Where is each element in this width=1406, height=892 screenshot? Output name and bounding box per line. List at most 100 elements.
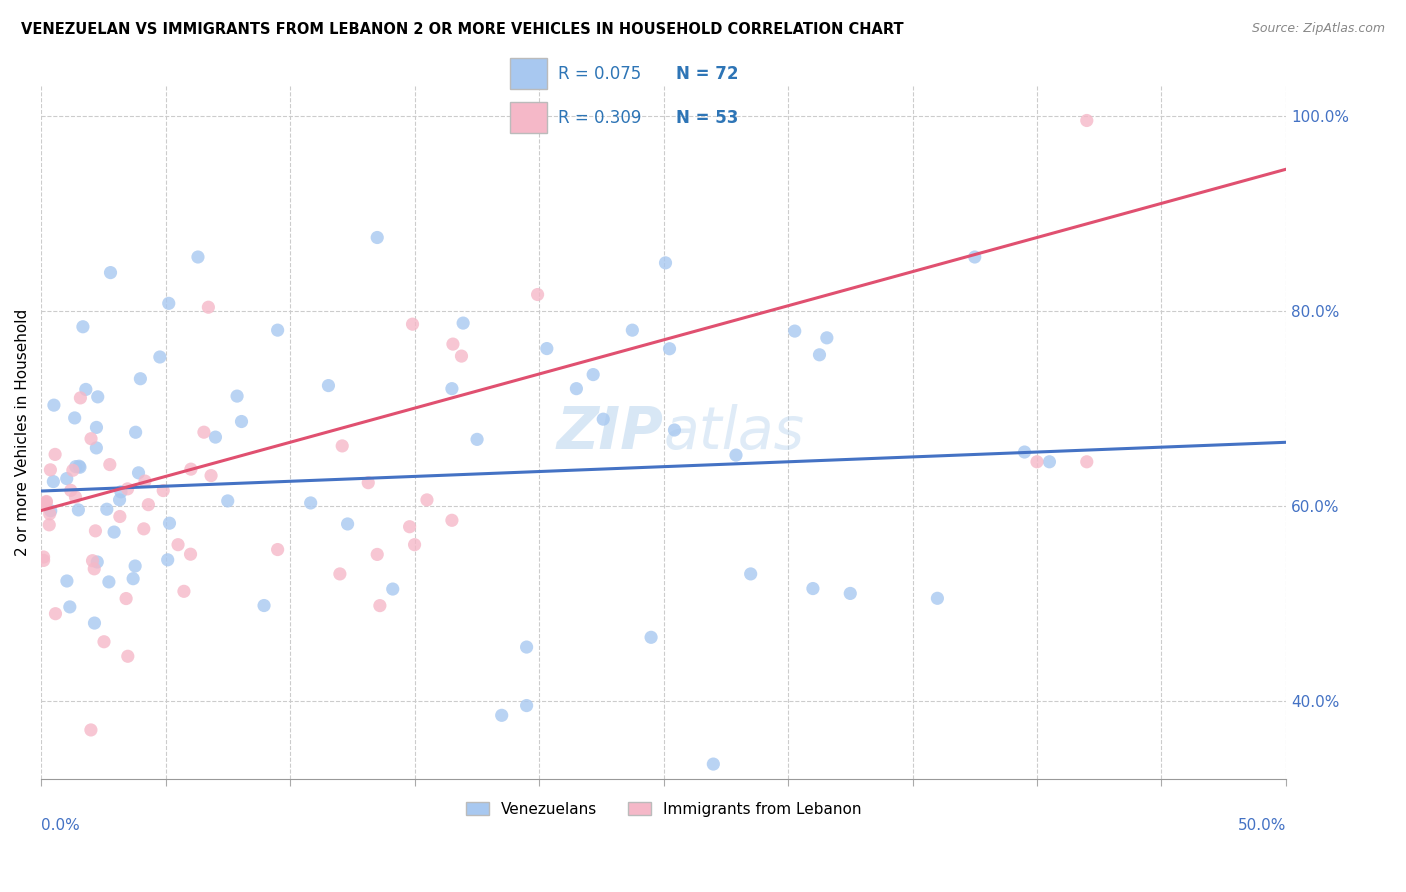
Point (416, 492, 439, 507)
Point (86, 441, 108, 455)
Point (129, 372, 152, 386)
Point (39, 463, 62, 477)
Point (801, 582, 824, 596)
Point (69, 391, 91, 405)
Point (117, 482, 139, 496)
Point (108, 492, 131, 507)
Point (839, 586, 862, 600)
Point (1014, 445, 1036, 459)
Y-axis label: 2 or more Vehicles in Household: 2 or more Vehicles in Household (15, 309, 30, 556)
Legend: Venezuelans, Immigrants from Lebanon: Venezuelans, Immigrants from Lebanon (460, 796, 868, 823)
Point (621, 323, 644, 337)
Point (67, 459, 90, 474)
Point (75, 383, 97, 397)
Point (266, 542, 288, 557)
Point (441, 337, 464, 351)
Point (128, 466, 150, 480)
Point (110, 484, 132, 499)
Text: 50.0%: 50.0% (1237, 818, 1286, 833)
Point (65, 459, 87, 474)
Point (132, 522, 155, 536)
Point (80, 723, 103, 737)
Point (592, 412, 614, 426)
Point (465, 433, 488, 447)
Point (204, 430, 226, 444)
Point (124, 425, 146, 440)
Point (516, 640, 538, 654)
Point (44, 447, 66, 461)
Point (231, 415, 253, 429)
Point (62, 463, 84, 477)
Point (39, 504, 62, 518)
Point (96, 502, 118, 516)
Point (299, 496, 322, 510)
Point (226, 389, 249, 403)
Point (32, 497, 55, 511)
Point (783, 324, 806, 338)
Bar (510, 59, 547, 89)
Point (368, 599, 391, 613)
Point (253, 599, 276, 613)
Point (42, 398, 65, 412)
Point (526, 287, 548, 301)
Point (180, 547, 202, 561)
Point (35, 494, 58, 508)
Point (84, 524, 107, 538)
Point (401, 317, 423, 331)
Point (72, 319, 94, 334)
Point (35, 495, 58, 509)
Point (366, 230, 388, 244)
Point (450, 349, 472, 363)
Text: R = 0.075: R = 0.075 (558, 65, 641, 83)
Text: ZIP: ZIP (557, 404, 664, 461)
Text: R = 0.309: R = 0.309 (558, 109, 641, 127)
Point (658, 342, 681, 356)
Point (93, 634, 115, 648)
Point (404, 538, 426, 552)
Point (80, 432, 103, 446)
Point (167, 538, 190, 552)
Point (491, 708, 513, 723)
Point (702, 757, 724, 772)
Point (63, 411, 86, 425)
Point (357, 475, 380, 490)
Point (156, 553, 179, 567)
Point (173, 584, 195, 599)
Point (69, 460, 91, 475)
Point (217, 494, 239, 508)
Point (56, 574, 79, 588)
Point (330, 439, 353, 453)
Point (42, 475, 65, 489)
Point (1038, 455, 1060, 469)
Point (86, 555, 108, 569)
Point (159, 516, 181, 531)
Point (83, 562, 105, 576)
Point (266, 323, 288, 337)
Text: N = 53: N = 53 (676, 109, 738, 127)
Point (59, 483, 82, 498)
Point (451, 316, 474, 330)
Point (582, 368, 605, 382)
Point (1026, 455, 1049, 469)
Point (83, 615, 105, 630)
Point (32, 549, 55, 564)
Point (381, 582, 404, 596)
Point (536, 342, 558, 356)
Point (115, 591, 138, 606)
Point (1076, 113, 1098, 128)
Point (100, 266, 122, 280)
Point (108, 509, 131, 524)
Text: 0.0%: 0.0% (41, 818, 80, 833)
Point (138, 498, 160, 512)
Point (366, 548, 388, 562)
Point (124, 559, 146, 574)
Point (32, 553, 55, 567)
Point (440, 513, 463, 527)
Point (193, 425, 215, 440)
Point (329, 566, 352, 581)
Point (87, 390, 110, 404)
Point (565, 382, 588, 396)
Text: VENEZUELAN VS IMMIGRANTS FROM LEBANON 2 OR MORE VEHICLES IN HOUSEHOLD CORRELATIO: VENEZUELAN VS IMMIGRANTS FROM LEBANON 2 … (21, 22, 904, 37)
Point (38, 517, 60, 532)
Text: N = 72: N = 72 (676, 65, 738, 83)
